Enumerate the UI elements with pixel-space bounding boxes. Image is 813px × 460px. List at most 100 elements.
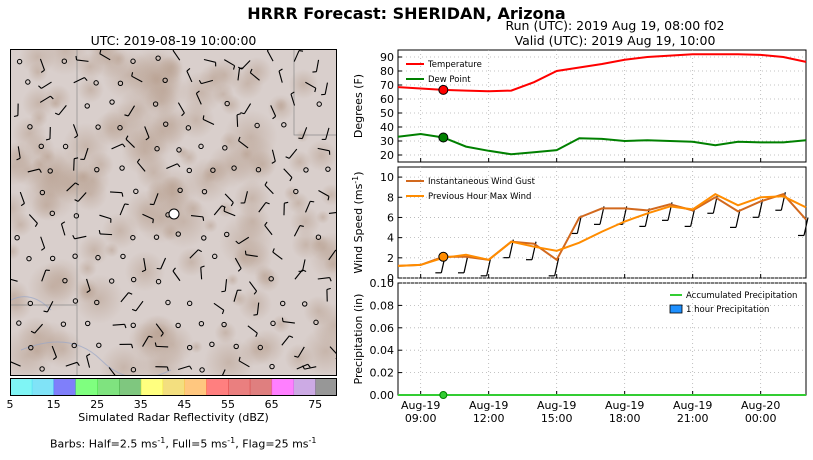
- x-tick-label-time: 00:00: [745, 412, 777, 425]
- wind-barb-staff: [325, 127, 330, 140]
- wind-barb-staff: [153, 193, 159, 205]
- calm-wind-circle: [155, 278, 162, 285]
- wind-barb-flag: [239, 67, 244, 70]
- wind-barb-flag: [128, 292, 133, 295]
- wind-barb-staff: [120, 292, 129, 303]
- wind-barb-flag: [310, 200, 315, 203]
- calm-wind-circle: [94, 299, 100, 306]
- wind-barb-flag: [136, 158, 141, 163]
- colorbar-tick-label: 25: [90, 398, 104, 411]
- wind-barb-flag: [240, 112, 245, 115]
- calm-wind-circle: [221, 321, 227, 328]
- wind-barb-flag: [189, 365, 193, 370]
- wind-barb-flag: [84, 77, 88, 81]
- precip-current-marker: [439, 391, 448, 399]
- run-time-label: Run (UTC): 2019 Aug 19, 08:00 f02: [505, 18, 725, 33]
- y-tick-label: 70: [380, 79, 394, 92]
- wind-barb-staff: [86, 355, 91, 368]
- x-tick-label-date: Aug-19: [469, 399, 508, 412]
- wind-barb-staff: [65, 361, 78, 367]
- calm-wind-circle: [233, 343, 239, 350]
- terrain-patch: [154, 175, 191, 213]
- wind-barb-staff: [41, 269, 47, 282]
- terrain-patch: [27, 62, 49, 83]
- colorbar-tick-label: 65: [265, 398, 279, 411]
- calm-wind-circle: [293, 188, 299, 195]
- river-line: [11, 296, 52, 311]
- y-axis-label: Degrees (F): [352, 74, 365, 138]
- y-tick-label: 10: [380, 171, 394, 184]
- wind-barb-staff: [270, 105, 277, 117]
- terrain-patch: [12, 116, 47, 151]
- colorbar-swatch: [119, 378, 142, 396]
- calm-wind-circle: [162, 77, 168, 84]
- wind-barb-staff: [324, 82, 329, 95]
- terrain-patch: [234, 203, 271, 239]
- wind-barb-flag: [30, 330, 35, 334]
- wind-barb-staff: [249, 281, 258, 292]
- calm-wind-circle: [186, 344, 193, 351]
- wind-barb-staff: [328, 249, 336, 261]
- wind-barb-staff: [160, 257, 167, 270]
- calm-wind-circle: [119, 165, 125, 171]
- wind-barb-staff: [77, 192, 87, 202]
- wind-barb-flag: [284, 201, 289, 204]
- wind-barb-staff: [264, 184, 274, 195]
- plot-frame: [397, 49, 807, 163]
- wind-barb-staff: [315, 59, 320, 72]
- wind-barb-staff: [236, 114, 239, 127]
- wind-barb-staff: [112, 323, 125, 326]
- calm-wind-circle: [186, 300, 193, 307]
- terrain-patch: [78, 234, 110, 266]
- wind-barb-staff: [74, 235, 87, 240]
- wind-barb-staff: [200, 267, 203, 280]
- wind-barb-flag: [255, 332, 258, 338]
- terrain-patch: [176, 145, 189, 159]
- wind-barb-staff: [40, 236, 46, 249]
- wind-barb-staff: [76, 59, 89, 62]
- calm-wind-circle: [117, 125, 123, 131]
- wind-barb-flag: [176, 163, 181, 168]
- terrain-patch: [77, 76, 104, 103]
- wind-barb-staff: [99, 53, 111, 61]
- wind-current-marker: [438, 251, 449, 262]
- wind-barb-flag: [266, 50, 269, 51]
- calm-wind-circle: [94, 166, 100, 173]
- wind-barb-flag: [235, 240, 240, 245]
- wind-barb-flag: [281, 317, 284, 322]
- wind-barb-staff: [258, 202, 267, 213]
- wind-barb-flag: [124, 114, 129, 117]
- calm-wind-circle: [49, 210, 55, 217]
- calm-wind-circle: [325, 166, 331, 172]
- wind-barb-staff: [19, 191, 25, 204]
- wind-barb-flag: [86, 353, 91, 357]
- wind-barb-staff: [186, 70, 193, 83]
- wind-barb-flag: [141, 269, 146, 273]
- colorbar-swatch: [206, 378, 229, 396]
- wind-barb-staff: [131, 75, 143, 83]
- y-tick-label: 8: [387, 191, 394, 204]
- wind-barb-staff: [66, 182, 76, 192]
- wind-barb-staff: [296, 363, 309, 370]
- colorbar-swatch: [10, 378, 33, 396]
- wind-barb-flag: [302, 269, 307, 273]
- series-line-dew-point: [397, 132, 807, 156]
- calm-wind-circle: [231, 165, 237, 171]
- calm-wind-circle: [39, 189, 46, 196]
- colorbar-swatch: [249, 378, 273, 396]
- wind-barb-staff: [86, 278, 91, 291]
- colorbar-swatch: [162, 378, 185, 396]
- calm-wind-circle: [27, 124, 33, 130]
- wind-barb-flag: [253, 314, 258, 316]
- wind-barb-staff: [301, 259, 306, 272]
- wind-barb-flag: [45, 138, 51, 141]
- terrain-map: [11, 50, 336, 375]
- wind-barb-flag: [314, 88, 317, 93]
- terrain-patch: [124, 251, 166, 292]
- wind-barb-staff: [264, 224, 273, 236]
- calm-wind-circle: [257, 344, 263, 351]
- wind-barb-staff: [486, 257, 492, 276]
- terrain-patch: [305, 139, 336, 172]
- wind-barb-flag: [289, 335, 294, 338]
- wind-barb-flag: [238, 356, 241, 361]
